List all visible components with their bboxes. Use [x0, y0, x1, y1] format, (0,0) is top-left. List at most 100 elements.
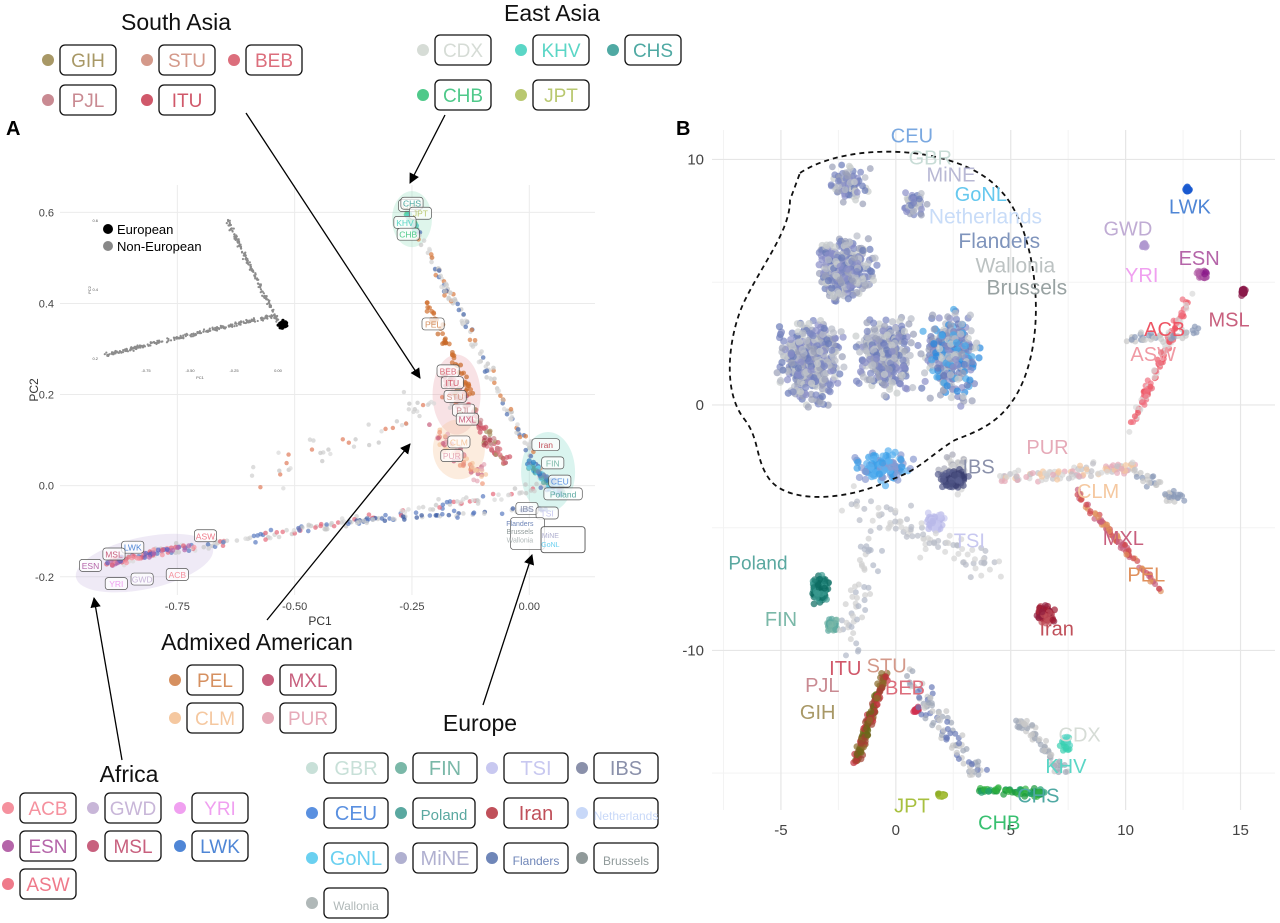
- panel-a-point: [160, 547, 166, 553]
- panel-b-point: [902, 189, 909, 197]
- inset-point: [259, 288, 263, 291]
- panel-a-point: [416, 505, 422, 511]
- panel-b-point: [917, 554, 924, 561]
- panel-b-point: [897, 456, 905, 464]
- panel-a-point: [525, 441, 530, 447]
- panel-a-point: [286, 452, 291, 457]
- legend-swatch: [306, 762, 318, 774]
- inset-point: [192, 332, 195, 335]
- panel-b-point: [958, 320, 966, 328]
- panel-a-point: [501, 406, 507, 412]
- panel-a-point: [451, 508, 457, 514]
- panel-b-point: [900, 327, 909, 335]
- panel-b-point: [818, 392, 827, 401]
- panel-b-point: [839, 198, 847, 206]
- panel-b-point: [959, 392, 967, 400]
- panel-b-point: [882, 316, 890, 324]
- legend-label-box: [59, 84, 117, 116]
- panel-b-point: [854, 458, 862, 466]
- legend-swatch: [174, 840, 186, 852]
- panel-b-point: [1087, 473, 1094, 480]
- legend-label: CEU: [335, 803, 377, 825]
- panel-b-label: TSI: [954, 530, 985, 552]
- inset-point: [185, 332, 188, 335]
- inset-point: [237, 238, 240, 241]
- legend-swatch: [486, 807, 498, 819]
- panel-a-point: [424, 300, 430, 306]
- panel-b-point: [815, 261, 823, 269]
- inset-point: [264, 315, 267, 318]
- panel-a-cluster-label-box: [443, 390, 467, 403]
- inset-point: [165, 341, 169, 344]
- panel-b-point: [929, 722, 936, 729]
- panel-a-point: [530, 459, 537, 465]
- panel-a-group-label: MiNE: [542, 533, 559, 540]
- inset-point: [227, 324, 230, 327]
- panel-b-point: [919, 327, 927, 335]
- panel-b-point: [824, 340, 833, 348]
- panel-b-point: [866, 165, 874, 172]
- panel-b-point: [1029, 731, 1036, 738]
- panel-b-label: STU: [867, 656, 907, 678]
- panel-b-point: [867, 463, 875, 471]
- panel-a-point: [251, 464, 256, 470]
- legend-label-box: [19, 868, 77, 900]
- panel-b-point: [838, 254, 846, 262]
- legend-swatch: [576, 807, 588, 819]
- panel-a-point: [425, 402, 431, 408]
- panel-a-point: [442, 293, 447, 298]
- panel-b-label: Iran: [1039, 619, 1073, 641]
- inset-point: [259, 283, 262, 286]
- panel-a-point: [274, 530, 280, 535]
- panel-b-label: LWK: [1169, 196, 1212, 218]
- inset-european-point: [280, 323, 285, 327]
- panel-a-point: [428, 507, 433, 512]
- arrow-south-asia: [245, 112, 421, 379]
- panel-b-point: [1118, 465, 1125, 472]
- panel-a-point: [406, 407, 412, 412]
- panel-b-point: [866, 546, 873, 553]
- panel-b-point: [909, 668, 916, 675]
- panel-b-point: [827, 620, 834, 628]
- panel-b-point: [823, 241, 831, 249]
- panel-b-point: [997, 573, 1004, 580]
- panel-b-point: [929, 708, 936, 715]
- panel-b-point: [1076, 473, 1083, 480]
- panel-b-ytick-label: 0: [696, 397, 704, 414]
- panel-a-point: [515, 427, 521, 432]
- inset-point: [262, 292, 265, 295]
- inset-point: [245, 257, 248, 261]
- inset-point: [118, 349, 122, 353]
- panel-a-ytick-label: 0.2: [39, 390, 54, 402]
- panel-b-point: [1166, 493, 1173, 500]
- legend-swatch: [306, 852, 318, 864]
- panel-b-point: [863, 725, 870, 732]
- inset-point: [239, 245, 243, 248]
- panel-b-point: [886, 385, 894, 393]
- inset-point: [271, 314, 274, 318]
- inset-point: [257, 282, 260, 285]
- panel-b-point: [853, 188, 861, 196]
- panel-b-point: [964, 334, 972, 342]
- panel-a-point: [191, 544, 197, 550]
- panel-b-label: YRI: [1125, 265, 1158, 287]
- legend-label: ITU: [172, 91, 203, 112]
- panel-b-point: [928, 684, 935, 691]
- panel-b-point: [861, 174, 869, 181]
- panel-a-point: [483, 472, 489, 477]
- inset-point: [117, 351, 120, 354]
- panel-a-point: [540, 479, 547, 486]
- legend-swatch: [395, 762, 407, 774]
- panel-b-point: [850, 630, 857, 637]
- inset-point: [134, 347, 137, 350]
- panel-b-point: [949, 451, 956, 458]
- inset-point: [182, 334, 185, 337]
- panel-b-point: [921, 377, 929, 386]
- panel-a-point: [499, 511, 505, 517]
- inset-point: [105, 351, 108, 354]
- legend-label: FIN: [429, 758, 461, 780]
- panel-a-point: [492, 497, 497, 503]
- panel-a-group-label: GoNL: [541, 542, 559, 549]
- inset-point: [169, 339, 173, 342]
